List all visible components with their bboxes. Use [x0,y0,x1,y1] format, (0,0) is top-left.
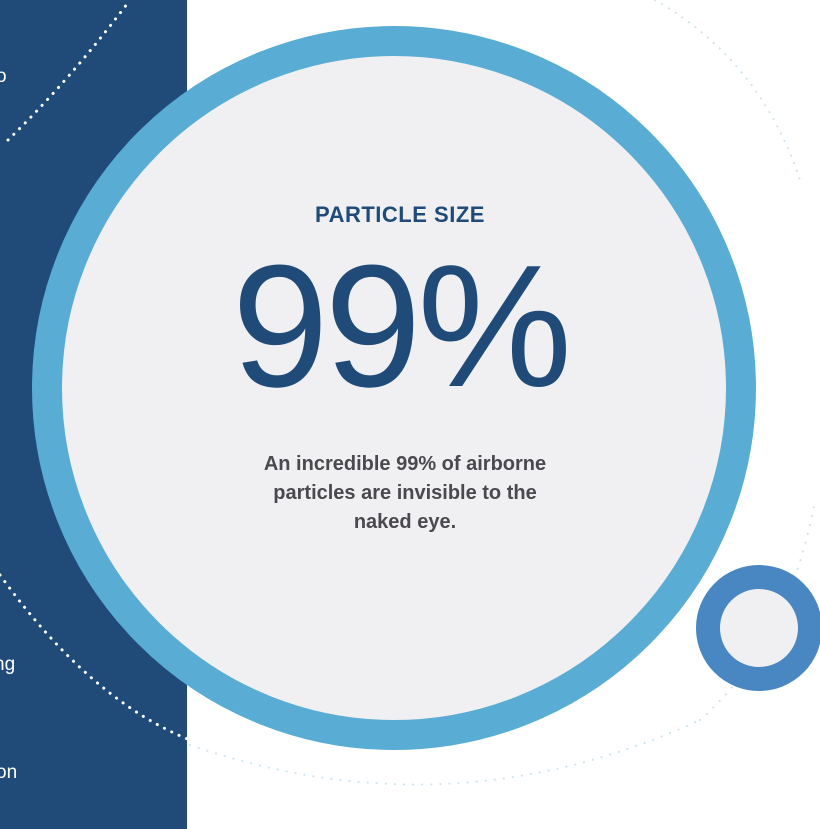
dotted-arc-upper [6,0,132,142]
stat-value: 99% [231,228,572,423]
left-text-snippet-middle: ng [0,654,16,675]
left-text-snippet-bottom: on [0,762,18,783]
faint-dotted-arc-right-upper [654,0,801,181]
stat-title: PARTICLE SIZE [315,202,485,227]
stat-description-line-2: particles are invisible to the [273,482,537,504]
dotted-arc-lower [0,573,192,742]
left-text-snippet-top: o [0,66,7,87]
accent-ring-icon [696,565,820,691]
stat-description: An incredible 99% of airborne particles … [195,450,615,537]
left-text-snippet-fragment: r. [176,684,185,701]
stat-description-line-3: naked eye. [353,511,457,533]
faint-dotted-arc-right-lower [699,499,816,721]
stat-description-line-1: An incredible 99% of airborne [263,453,547,475]
